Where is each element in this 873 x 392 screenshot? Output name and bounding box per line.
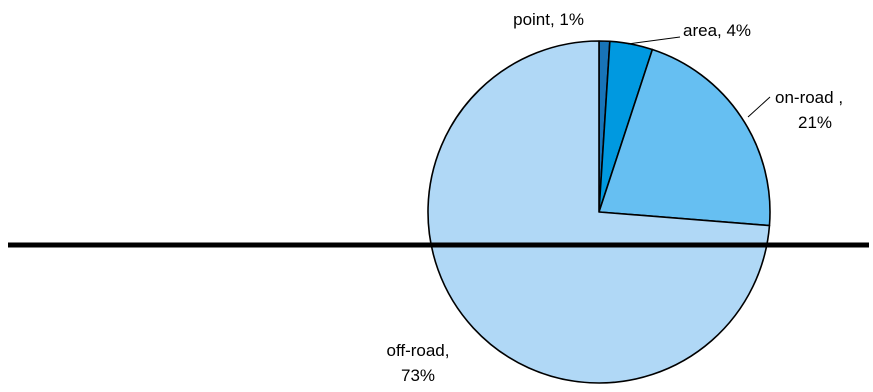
pie-slices [427, 40, 771, 384]
slice-label-area: area, 4% [683, 21, 751, 40]
leader-line-area [627, 36, 681, 45]
slice-label-point: point, 1% [513, 10, 584, 29]
leader-lines [627, 36, 771, 118]
slice-label-on-road-line-1: on-road , [775, 88, 843, 107]
pie-slice-on-road [598, 48, 771, 227]
slice-label-off-road-line-2: 73% [401, 366, 435, 385]
leader-line-on-road [747, 96, 771, 118]
slice-label-off-road-line-1: off-road, [386, 341, 449, 360]
pie-slice-off-road [427, 40, 771, 384]
slice-label-on-road-line-2: 21% [798, 113, 832, 132]
slice-labels: point, 1% area, 4% on-road , 21% off-road, 73… [386, 10, 843, 385]
